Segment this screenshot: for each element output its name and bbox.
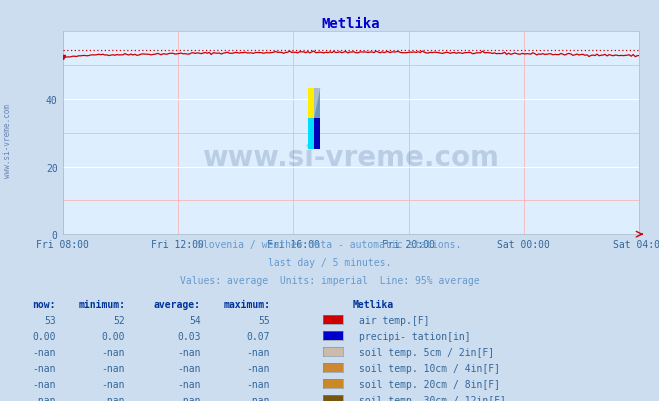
Text: -nan: -nan: [101, 363, 125, 373]
Text: last day / 5 minutes.: last day / 5 minutes.: [268, 257, 391, 267]
Text: -nan: -nan: [32, 395, 56, 401]
Text: 55: 55: [258, 315, 270, 325]
Text: -nan: -nan: [101, 347, 125, 357]
Text: -nan: -nan: [246, 363, 270, 373]
Text: soil temp. 30cm / 12in[F]: soil temp. 30cm / 12in[F]: [359, 395, 506, 401]
Text: -nan: -nan: [32, 379, 56, 389]
Text: soil temp. 20cm / 8in[F]: soil temp. 20cm / 8in[F]: [359, 379, 500, 389]
Text: -nan: -nan: [246, 347, 270, 357]
Text: soil temp. 5cm / 2in[F]: soil temp. 5cm / 2in[F]: [359, 347, 494, 357]
Text: 0.00: 0.00: [32, 331, 56, 341]
Text: Values: average  Units: imperial  Line: 95% average: Values: average Units: imperial Line: 95…: [180, 275, 479, 285]
Text: precipi- tation[in]: precipi- tation[in]: [359, 331, 471, 341]
Text: -nan: -nan: [177, 347, 201, 357]
Text: www.si-vreme.com: www.si-vreme.com: [202, 144, 500, 172]
Polygon shape: [314, 89, 320, 119]
Text: Metlika: Metlika: [353, 299, 393, 309]
Bar: [308, 119, 314, 150]
Text: www.si-vreme.com: www.si-vreme.com: [3, 103, 13, 177]
Text: 52: 52: [113, 315, 125, 325]
Text: -nan: -nan: [177, 379, 201, 389]
Text: -nan: -nan: [101, 379, 125, 389]
Text: maximum:: maximum:: [223, 299, 270, 309]
Text: -nan: -nan: [32, 347, 56, 357]
Text: air temp.[F]: air temp.[F]: [359, 315, 430, 325]
Bar: [314, 119, 320, 150]
Text: 54: 54: [189, 315, 201, 325]
Text: -nan: -nan: [177, 395, 201, 401]
Text: 0.00: 0.00: [101, 331, 125, 341]
Polygon shape: [314, 89, 320, 119]
Text: -nan: -nan: [246, 395, 270, 401]
Text: soil temp. 10cm / 4in[F]: soil temp. 10cm / 4in[F]: [359, 363, 500, 373]
Text: minimum:: minimum:: [78, 299, 125, 309]
Title: Metlika: Metlika: [322, 17, 380, 31]
Text: Slovenia / weather data - automatic stations.: Slovenia / weather data - automatic stat…: [197, 240, 462, 250]
Text: -nan: -nan: [177, 363, 201, 373]
Text: -nan: -nan: [246, 379, 270, 389]
Text: now:: now:: [32, 299, 56, 309]
Text: 0.07: 0.07: [246, 331, 270, 341]
Text: 0.03: 0.03: [177, 331, 201, 341]
Bar: [308, 89, 314, 119]
Text: -nan: -nan: [32, 363, 56, 373]
Text: 53: 53: [44, 315, 56, 325]
Text: average:: average:: [154, 299, 201, 309]
Text: -nan: -nan: [101, 395, 125, 401]
